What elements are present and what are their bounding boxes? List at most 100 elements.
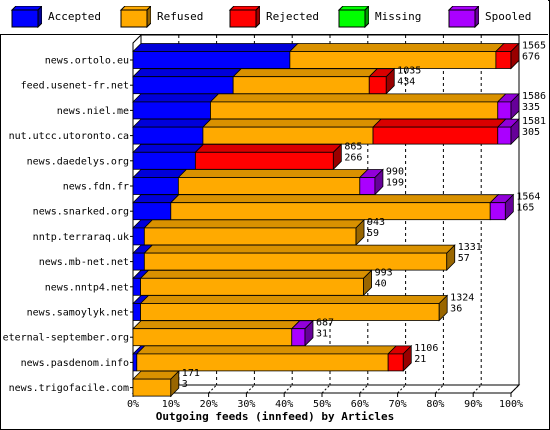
bar-annotation-total: 990: [386, 167, 404, 178]
bar-front-face: [132, 76, 234, 95]
bar-front-face: [132, 202, 172, 221]
bar-annotation-total: 1106: [414, 343, 438, 354]
bar-front-face: [132, 177, 179, 195]
x-tick-label: 30%: [237, 399, 255, 410]
bar-front-face: [210, 101, 499, 120]
bar-annotation-secondary: 266: [344, 152, 362, 163]
bar-annotation-secondary: 335: [522, 102, 540, 113]
bar-segment-accepted: [132, 43, 299, 69]
category-label: news.ortolo.eu: [45, 56, 129, 67]
category-label: news.samoylyk.net: [27, 308, 129, 319]
bar-side-face: [363, 269, 372, 297]
bar-front-face: [372, 126, 499, 145]
bar-side-face: [304, 319, 314, 347]
x-tick-label: 20%: [200, 399, 218, 410]
x-tick-label: 100%: [499, 399, 523, 410]
bar-front-face: [132, 126, 204, 145]
bar-annotation-secondary: 676: [522, 52, 540, 63]
bar-annotation-secondary: 40: [375, 278, 387, 289]
bar-segment-refused: [132, 370, 180, 398]
bar-top-face: [132, 93, 220, 103]
bar-annotation-total: 1565: [522, 41, 546, 52]
bar-front-face: [132, 277, 141, 296]
bar-top-face: [139, 295, 449, 304]
bar-annotation-total: 943: [367, 217, 385, 228]
floor-tick-line: [435, 384, 444, 394]
bar-top-face: [132, 169, 188, 178]
bar-annotation-total: 1035: [397, 66, 421, 77]
bar-annotation-total: 865: [344, 141, 362, 152]
bar-annotation-total: 171: [182, 368, 200, 379]
bar-front-face: [497, 126, 512, 145]
floor-tick-line: [321, 384, 331, 394]
bar-top-face: [169, 194, 500, 204]
bar-segment-accepted: [132, 68, 243, 95]
legend: Accepted Refused Rejected Missing Spooled: [0, 0, 548, 35]
bar-side-face: [504, 193, 514, 221]
bar-top-face: [132, 143, 205, 153]
bar-front-face: [140, 303, 440, 321]
bar-top-face: [372, 118, 507, 128]
x-tick-label: 90%: [464, 399, 482, 410]
x-tick-label: 80%: [426, 399, 444, 410]
bar-front-face: [177, 177, 361, 195]
bar-segment-spooled: [290, 319, 314, 347]
bar-front-face: [232, 76, 370, 95]
bar-front-face: [291, 328, 306, 347]
legend-swatch-side: [474, 6, 479, 28]
bar-annotation-total: 993: [375, 267, 393, 278]
legend-swatch-spooled: [447, 6, 479, 28]
bar-front-face: [368, 76, 387, 95]
bar-segment-accepted: [132, 118, 212, 145]
bar-side-face: [510, 92, 520, 120]
bar-front-face: [143, 227, 357, 246]
bar-front-face: [132, 378, 172, 397]
floor-tick-line: [472, 384, 482, 394]
bar-top-face: [132, 68, 243, 78]
bar-annotation-secondary: 57: [458, 253, 470, 264]
legend-swatch-side: [364, 6, 369, 28]
bar-side-face: [170, 370, 180, 398]
bar-top-face: [132, 43, 299, 52]
floor-tick-line: [510, 384, 520, 394]
bar-annotation-secondary: 36: [450, 304, 462, 315]
bar-front-face: [143, 252, 448, 271]
bar-front-face: [289, 51, 497, 69]
floor-tick-line: [397, 384, 406, 394]
x-tick-label: 40%: [275, 399, 293, 410]
bar-front-face: [136, 353, 389, 372]
legend-label: Accepted: [48, 10, 101, 23]
bar-segment-accepted: [132, 143, 205, 170]
bar-side-face: [374, 168, 384, 196]
bar-annotation-total: 1331: [458, 242, 482, 253]
bar-top-face: [132, 320, 301, 330]
x-axis-title: Outgoing feeds (innfeed) by Articles: [156, 410, 394, 423]
bar-side-face: [510, 118, 520, 146]
floor-tick-line: [283, 384, 293, 394]
bar-annotation-total: 1581: [522, 116, 546, 127]
bar-front-face: [387, 353, 404, 372]
x-tick-label: 50%: [313, 399, 331, 410]
bar-front-face: [132, 101, 211, 120]
bar-annotation-secondary: 59: [367, 228, 379, 239]
bar-annotation-total: 1564: [516, 192, 540, 203]
bar-segment-spooled: [489, 193, 515, 221]
bar-segment-spooled: [358, 168, 384, 196]
legend-label: Spooled: [485, 10, 532, 23]
floor-tick-line: [208, 384, 217, 394]
bar-front-face: [132, 51, 291, 69]
bar-side-face: [332, 143, 342, 171]
category-label: news.niel.me: [57, 106, 129, 117]
bar-side-face: [446, 244, 456, 272]
bar-segment-refused: [232, 68, 379, 95]
